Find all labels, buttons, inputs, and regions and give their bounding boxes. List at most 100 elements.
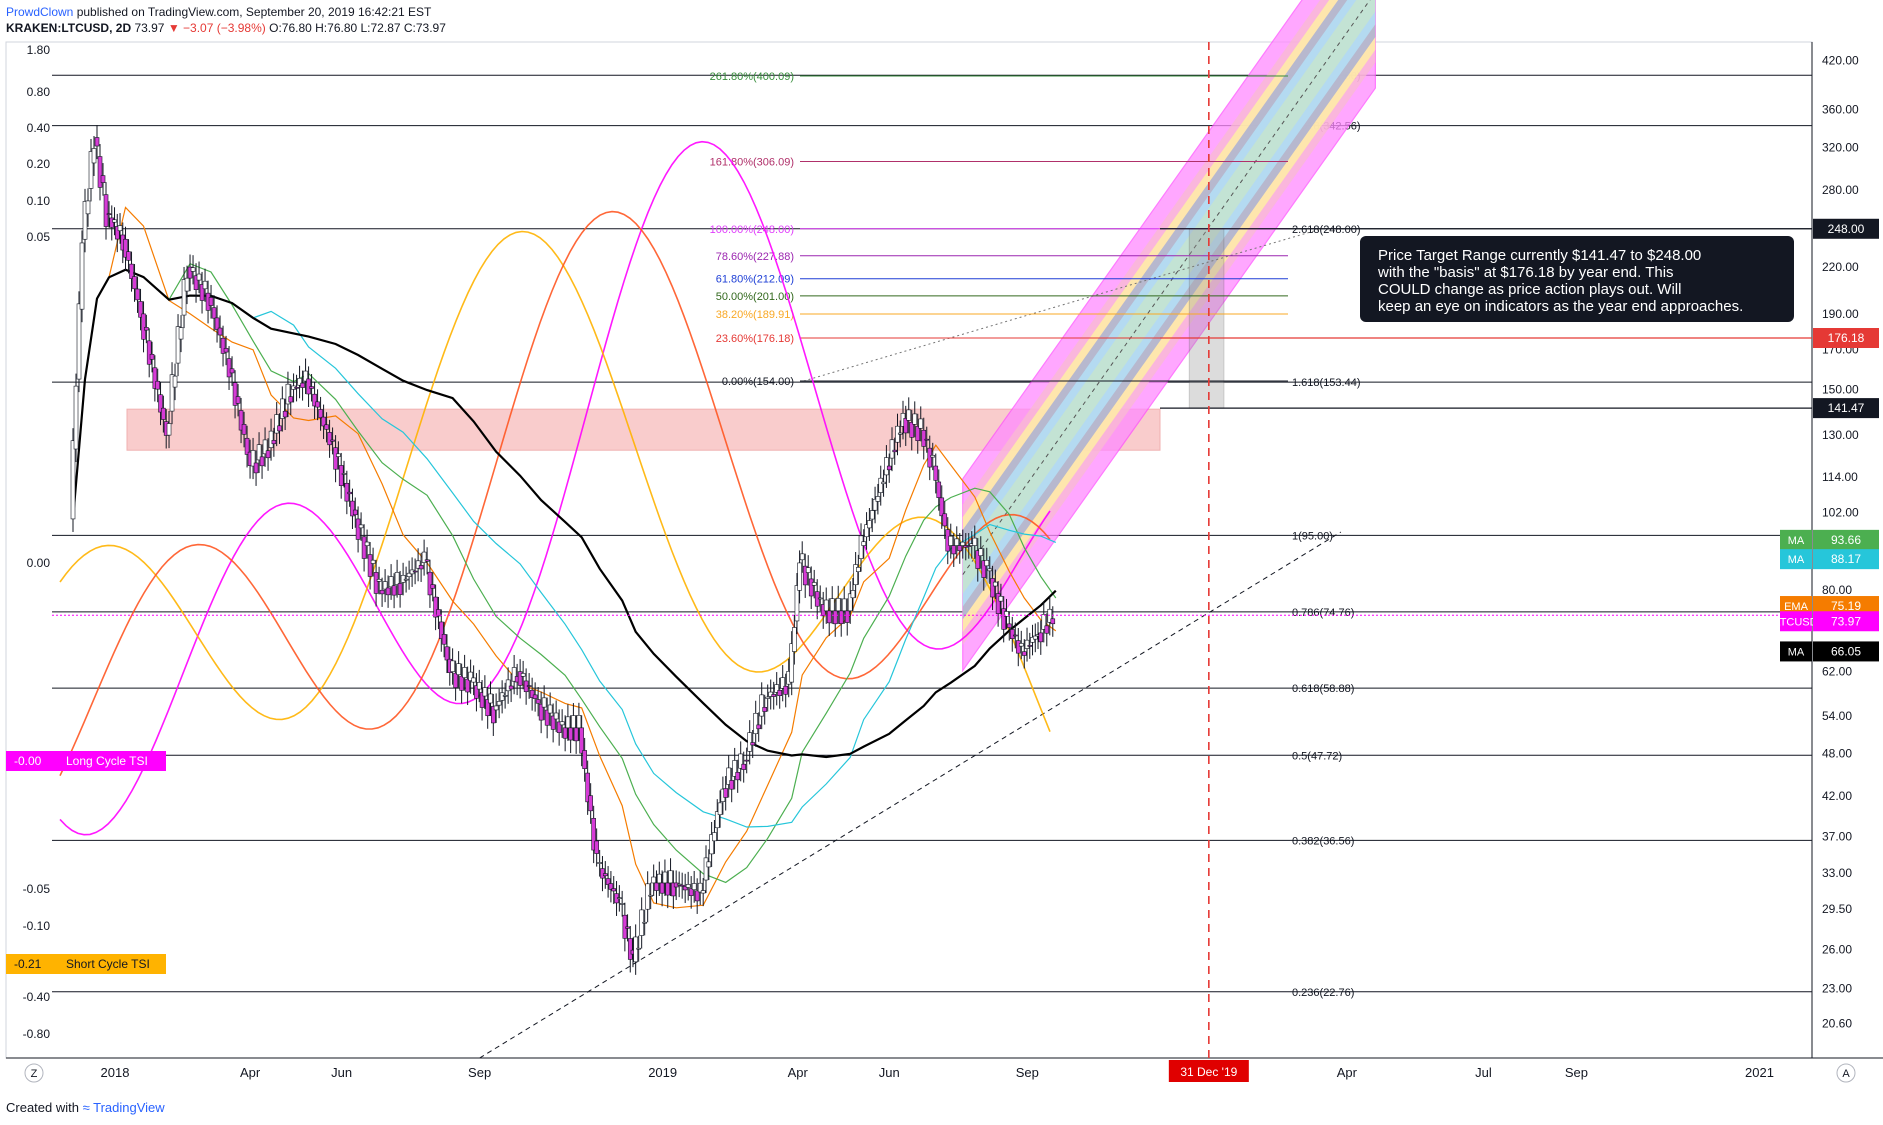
candle-body (274, 414, 279, 434)
ma-badge-value: 73.97 (1831, 614, 1861, 628)
left-axis-label: 0.20 (27, 157, 51, 171)
candle-body (199, 284, 205, 301)
fib-extension-label: 0.5(47.72) (1292, 750, 1342, 762)
candle-body (430, 584, 436, 589)
candle-body (382, 581, 388, 590)
candle-body (990, 578, 995, 598)
candle-body (841, 598, 847, 612)
candle-body (517, 671, 523, 686)
candle-body (1024, 639, 1030, 649)
candle-body (144, 327, 149, 331)
oscillator-name: Long Cycle TSI (66, 754, 148, 768)
candle-body (172, 375, 178, 388)
candle-body (993, 581, 998, 587)
candle-body (642, 921, 647, 924)
publish-text: published on TradingView.com, September … (76, 5, 432, 19)
candle-body (861, 541, 867, 546)
fib-extension-label: 0.236(22.76) (1292, 987, 1354, 999)
ma-badge-name-bg (1780, 596, 1812, 617)
candle-body (220, 337, 226, 354)
candle-body (756, 724, 762, 730)
candle-body (679, 884, 685, 887)
candle-body (82, 201, 88, 240)
ma-badge-value: 66.05 (1831, 644, 1861, 658)
oscillator-value: -0.21 (14, 957, 42, 971)
candle-body (668, 870, 673, 884)
candle-body (817, 597, 823, 600)
candle-body (336, 453, 341, 457)
fib-retracement-label: 61.80%(212.09) (716, 274, 794, 286)
candle-body (161, 407, 166, 420)
fib-extension-label: 1(95.00) (1292, 530, 1333, 542)
candle-body (875, 496, 881, 502)
fib-retracement-label: 161.80%(306.09) (710, 157, 794, 169)
candle-body (129, 263, 134, 279)
candle-body (972, 537, 978, 546)
ohlc-values: O:76.80 H:76.80 L:72.87 C:73.97 (269, 21, 446, 35)
left-axis-label: -0.05 (23, 882, 51, 896)
candle-body (783, 685, 789, 695)
candle-body (611, 888, 617, 892)
candle-body (1041, 614, 1047, 630)
tradingview-brand[interactable]: TradingView (93, 1100, 165, 1115)
candle-body (1012, 634, 1018, 637)
candle-body (79, 242, 85, 310)
price-tag-bg (1813, 328, 1879, 349)
candle-body (193, 275, 199, 290)
candle-body (987, 568, 993, 572)
candle-body (412, 570, 418, 573)
candle-body (271, 440, 277, 445)
candle-body (403, 578, 409, 581)
candle-body (418, 565, 424, 570)
candle-body (333, 447, 338, 470)
price-tag-label: 176.18 (1828, 331, 1865, 345)
candle-body (823, 599, 829, 612)
fib-retracement-label: 261.80%(400.09) (710, 71, 794, 83)
candle-body (361, 536, 367, 559)
candle-body (132, 276, 137, 290)
candle-body (146, 340, 152, 365)
candle-body (747, 732, 752, 752)
fib-extension-label: 1.618(153.44) (1292, 377, 1361, 389)
left-axis-label: 0.80 (27, 85, 51, 99)
candle-body (541, 697, 547, 708)
y-tick-label: 42.00 (1822, 789, 1852, 803)
candle-body (665, 882, 671, 896)
candle-body (488, 693, 493, 704)
candle-body (181, 279, 187, 316)
candle-body (141, 313, 146, 340)
candle-body (1038, 632, 1044, 643)
tradingview-logo-icon[interactable]: ≈ (82, 1100, 90, 1115)
short-cycle-tsi-line (59, 230, 1051, 732)
left-axis-label: -0.10 (23, 919, 51, 933)
candle-body (1030, 637, 1035, 643)
candle-body (797, 562, 802, 591)
oscillator-value: -0.00 (14, 754, 42, 768)
candle-body (502, 695, 508, 697)
candle-body (847, 593, 853, 612)
candle-body (184, 277, 190, 292)
x-tick-label: Sep (1016, 1065, 1039, 1080)
ma-badge-name-bg (1780, 529, 1812, 550)
candle-body (318, 409, 323, 418)
candle-body (869, 510, 875, 520)
candle-body (438, 621, 444, 640)
candle-body (232, 382, 238, 406)
candle-body (939, 497, 945, 517)
candle-body (493, 705, 499, 711)
y-tick-label: 114.00 (1822, 470, 1858, 484)
candle-body (936, 481, 942, 498)
candle-body (149, 353, 155, 360)
author-link[interactable]: ProwdClown (6, 5, 74, 19)
candle-body (906, 409, 912, 421)
candle-body (562, 727, 568, 739)
candle-body (288, 396, 294, 403)
candle-body (659, 882, 665, 894)
candle-body (671, 882, 676, 897)
candle-body (471, 677, 476, 683)
ma-badge-name-bg (1780, 611, 1812, 632)
candle-body (117, 225, 123, 232)
candle-body (559, 721, 565, 726)
candle-body (1027, 645, 1033, 647)
